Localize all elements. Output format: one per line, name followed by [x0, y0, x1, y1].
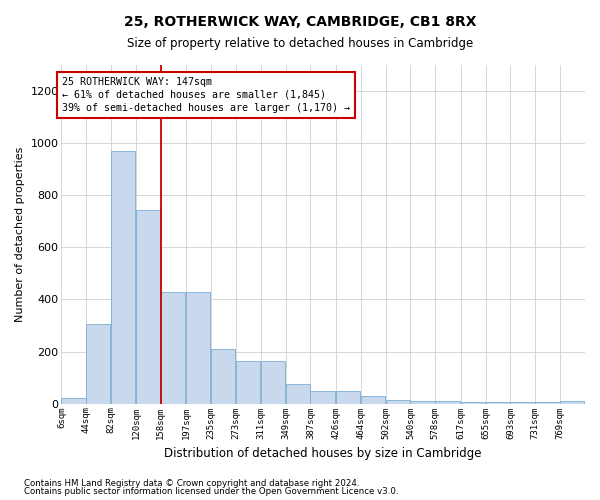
Bar: [535, 402, 560, 404]
Bar: [186, 292, 211, 404]
Bar: [236, 360, 260, 404]
Bar: [61, 398, 86, 404]
Bar: [361, 396, 385, 404]
Bar: [485, 402, 510, 404]
X-axis label: Distribution of detached houses by size in Cambridge: Distribution of detached houses by size …: [164, 447, 482, 460]
Y-axis label: Number of detached properties: Number of detached properties: [15, 146, 25, 322]
Bar: [436, 401, 460, 404]
Text: Size of property relative to detached houses in Cambridge: Size of property relative to detached ho…: [127, 38, 473, 51]
Bar: [161, 292, 185, 404]
Text: Contains HM Land Registry data © Crown copyright and database right 2024.: Contains HM Land Registry data © Crown c…: [24, 478, 359, 488]
Bar: [336, 390, 360, 404]
Text: Contains public sector information licensed under the Open Government Licence v3: Contains public sector information licen…: [24, 487, 398, 496]
Bar: [136, 210, 160, 404]
Bar: [286, 384, 310, 404]
Bar: [211, 349, 235, 404]
Bar: [111, 151, 136, 404]
Bar: [511, 402, 535, 404]
Bar: [310, 390, 335, 404]
Bar: [410, 401, 434, 404]
Text: 25, ROTHERWICK WAY, CAMBRIDGE, CB1 8RX: 25, ROTHERWICK WAY, CAMBRIDGE, CB1 8RX: [124, 15, 476, 29]
Text: 25 ROTHERWICK WAY: 147sqm
← 61% of detached houses are smaller (1,845)
39% of se: 25 ROTHERWICK WAY: 147sqm ← 61% of detac…: [62, 76, 350, 113]
Bar: [386, 400, 410, 404]
Bar: [261, 360, 285, 404]
Bar: [461, 402, 485, 404]
Bar: [86, 324, 110, 404]
Bar: [560, 401, 584, 404]
